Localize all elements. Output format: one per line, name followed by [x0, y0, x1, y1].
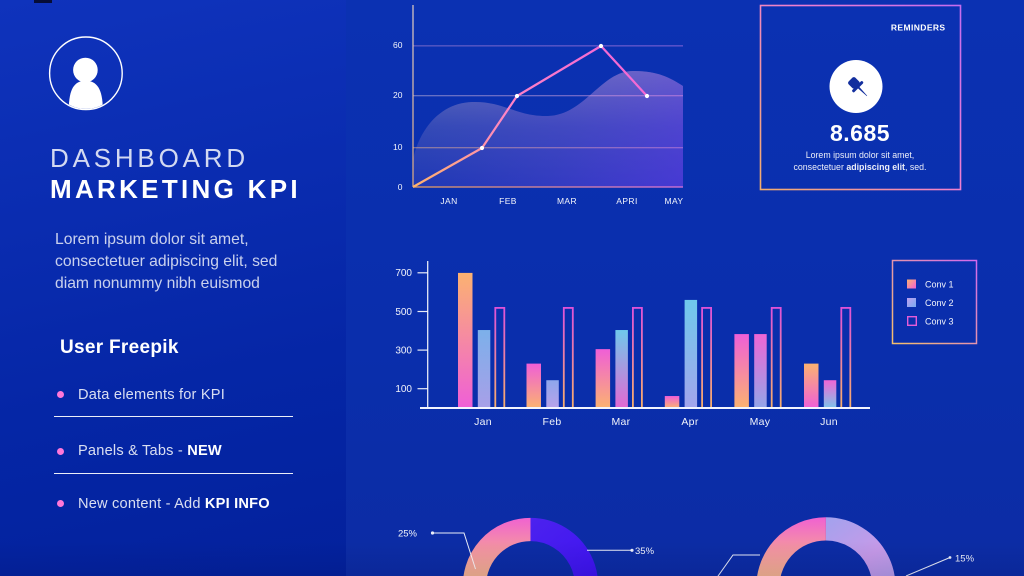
svg-text:Jun: Jun	[820, 416, 838, 428]
svg-text:500: 500	[395, 307, 412, 318]
svg-text:JAN: JAN	[440, 196, 457, 206]
svg-text:15%: 15%	[955, 554, 975, 565]
svg-text:Lorem ipsum dolor sit amet,: Lorem ipsum dolor sit amet,	[806, 150, 915, 160]
svg-text:APRI: APRI	[616, 196, 637, 206]
svg-text:REMINDERS: REMINDERS	[891, 23, 946, 33]
svg-text:Jan: Jan	[474, 416, 492, 428]
svg-text:8.685: 8.685	[830, 120, 890, 146]
svg-text:Feb: Feb	[543, 416, 562, 428]
svg-text:35%: 35%	[635, 546, 655, 557]
svg-text:FEB: FEB	[499, 196, 517, 206]
svg-text:0: 0	[398, 182, 403, 192]
svg-text:Apr: Apr	[681, 416, 698, 428]
svg-text:Conv 1: Conv 1	[925, 280, 954, 290]
svg-text:Mar: Mar	[612, 416, 631, 428]
svg-text:consectetuer adipiscing elit,: consectetuer adipiscing elit, sed.	[794, 162, 927, 172]
svg-text:700: 700	[395, 268, 412, 279]
svg-text:100: 100	[395, 384, 412, 395]
svg-text:Conv 3: Conv 3	[925, 317, 954, 327]
svg-text:10: 10	[393, 142, 403, 152]
svg-text:Conv 2: Conv 2	[925, 298, 954, 308]
svg-text:20: 20	[393, 90, 403, 100]
svg-text:60: 60	[393, 40, 403, 50]
svg-text:300: 300	[395, 345, 412, 356]
svg-text:MAY: MAY	[665, 196, 684, 206]
svg-text:25%: 25%	[398, 528, 418, 539]
svg-text:MAR: MAR	[557, 196, 577, 206]
svg-text:May: May	[750, 416, 771, 428]
